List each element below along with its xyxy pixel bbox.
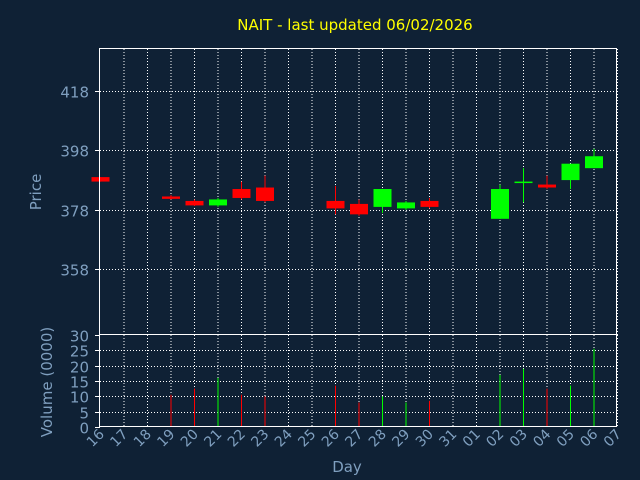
volume-panel-frame xyxy=(99,334,617,427)
candle-body xyxy=(420,200,439,207)
volume-tick-label: 0 xyxy=(79,420,89,438)
candle-body xyxy=(209,199,227,206)
candle-body xyxy=(326,200,345,209)
candle-body xyxy=(232,189,251,198)
price-tick-label: 378 xyxy=(60,203,89,221)
price-tick-label: 398 xyxy=(60,143,89,161)
volume-tick-label: 20 xyxy=(70,359,89,377)
candle-body xyxy=(585,156,603,169)
volume-tick-label: 15 xyxy=(70,374,89,392)
volume-tick-label: 10 xyxy=(70,389,89,407)
x-axis-label: Day xyxy=(332,458,362,476)
volume-tick-label: 5 xyxy=(79,405,89,423)
candle-body xyxy=(491,189,509,219)
price-axis-label: Price xyxy=(27,174,45,211)
chart-title: NAIT - last updated 06/02/2026 xyxy=(237,16,472,34)
candle-body xyxy=(373,189,392,207)
candle-body xyxy=(350,203,368,215)
candle-body xyxy=(514,181,533,184)
candle-body xyxy=(538,184,556,188)
volume-tick-label: 25 xyxy=(70,343,89,361)
candle-body xyxy=(397,202,415,209)
candle-body xyxy=(91,177,110,182)
price-tick-label: 358 xyxy=(60,262,89,280)
candle-body xyxy=(256,187,274,201)
marks-layer xyxy=(91,148,603,427)
candle-body xyxy=(162,196,180,199)
candle-body xyxy=(185,200,204,206)
volume-axis-label: Volume (0000) xyxy=(38,327,56,437)
volume-tick-label: 30 xyxy=(70,328,89,346)
price-tick-label: 418 xyxy=(60,84,89,102)
candle-body xyxy=(561,163,580,181)
